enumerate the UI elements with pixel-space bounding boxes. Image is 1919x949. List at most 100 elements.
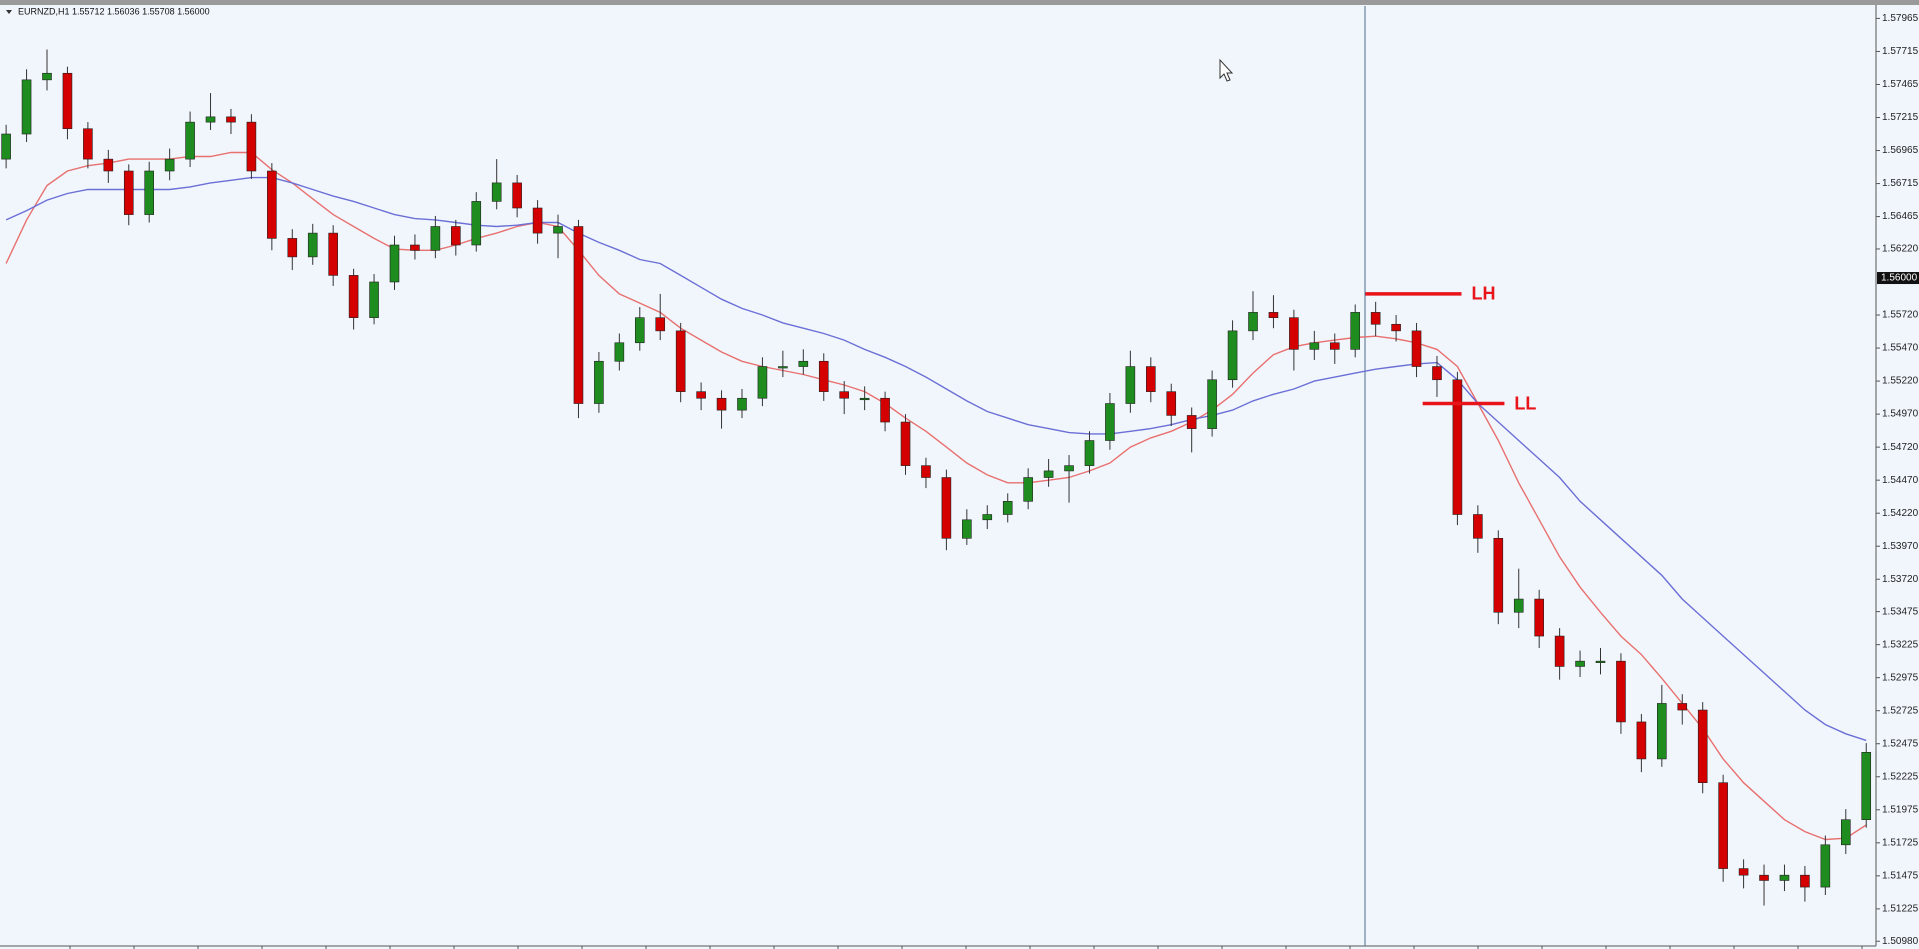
candle-body <box>1084 440 1095 466</box>
candle-body <box>164 158 175 172</box>
candle-body <box>573 226 584 404</box>
candle-body <box>1329 342 1340 350</box>
candle-body <box>103 158 114 172</box>
candle-body <box>778 366 788 369</box>
y-tick-label: 1.55220 <box>1882 376 1919 387</box>
candle-body <box>737 397 747 411</box>
candle-body <box>430 226 441 251</box>
candle-body <box>921 465 931 478</box>
candle-body <box>1248 312 1258 332</box>
y-tick-label: 1.52725 <box>1882 705 1919 716</box>
candle-body <box>267 170 277 239</box>
candle-body <box>1350 312 1361 350</box>
y-tick-label: 1.53475 <box>1882 606 1919 617</box>
candle-body <box>1391 323 1401 332</box>
candle-body <box>226 116 236 123</box>
candle-body <box>1309 342 1320 350</box>
candle-body <box>1759 874 1769 881</box>
candle-body <box>1105 403 1115 441</box>
candle-body <box>246 121 257 172</box>
candle-body <box>532 207 543 234</box>
candle-body <box>1800 874 1810 888</box>
candle-body <box>328 232 338 276</box>
y-tick-label: 1.56965 <box>1882 145 1919 156</box>
y-tick-label: 1.54970 <box>1882 409 1919 420</box>
candle-body <box>287 238 298 258</box>
candle-body <box>62 72 73 130</box>
candle-body <box>982 514 993 521</box>
y-tick-label: 1.52975 <box>1882 672 1919 683</box>
y-tick-label: 1.53970 <box>1882 541 1919 552</box>
candle-body <box>1432 366 1442 381</box>
moving-average-line <box>5 151 1867 841</box>
candle-body <box>348 275 359 318</box>
y-tick-label: 1.54720 <box>1882 442 1919 453</box>
y-tick-label: 1.53225 <box>1882 639 1919 650</box>
candle-body <box>1166 391 1177 416</box>
top-bar <box>0 0 1919 5</box>
y-tick-label: 1.56465 <box>1882 211 1919 222</box>
candle-body <box>491 182 502 202</box>
candle-body <box>614 342 625 362</box>
plot-area: 1.57965 1.57715 1.57465 1.57215 1.56965 1.567… <box>1 13 1919 949</box>
candle-body <box>1289 317 1299 350</box>
candle-body <box>1146 366 1156 392</box>
candle-body <box>798 360 809 367</box>
candle-body <box>1125 366 1136 404</box>
moving-average-line <box>5 176 1867 742</box>
candle-body <box>389 244 400 283</box>
candle-body <box>123 170 134 215</box>
candle-body <box>757 366 768 399</box>
candle-body <box>1002 501 1013 515</box>
y-tick-label: 1.54470 <box>1882 475 1919 486</box>
menu-triangle <box>6 10 12 14</box>
candle-body <box>675 330 686 392</box>
candle-body <box>696 391 706 399</box>
candle-body <box>1473 514 1483 539</box>
candle-body <box>42 72 52 81</box>
candle-body <box>1227 330 1238 381</box>
candle-body <box>1064 465 1074 472</box>
candle-body <box>83 128 93 160</box>
y-tick-label: 1.51225 <box>1882 904 1919 915</box>
y-tick-label: 1.54220 <box>1882 508 1919 519</box>
candle-body <box>1554 635 1565 667</box>
candle-body <box>1534 598 1544 637</box>
candle-body <box>1738 868 1749 876</box>
candle-body <box>594 360 604 404</box>
y-tick-label: 1.51475 <box>1882 870 1919 881</box>
candle-body <box>900 421 911 466</box>
candle-body <box>1452 379 1463 515</box>
y-tick-label: 1.52225 <box>1882 771 1919 782</box>
candle-body <box>1595 660 1606 663</box>
candle-body <box>1840 819 1851 846</box>
candle-body <box>1370 312 1381 325</box>
candle-body <box>1718 782 1728 869</box>
y-tick-label: 1.55720 <box>1882 310 1919 321</box>
candle-body <box>1697 709 1708 784</box>
candle-body <box>205 116 216 123</box>
y-tick-label: 1.51975 <box>1882 804 1919 815</box>
candle-body <box>1513 598 1524 613</box>
candle-body <box>410 244 420 251</box>
candle-body <box>1657 703 1667 760</box>
candle-body <box>1268 312 1279 318</box>
candle-body <box>1043 470 1054 478</box>
candle-body <box>634 317 645 344</box>
y-tick-label: 1.50980 <box>1882 936 1919 947</box>
candle-body <box>1186 415 1197 429</box>
candle-body <box>553 226 563 234</box>
candle-body <box>1411 330 1422 367</box>
y-tick-label: 1.57965 <box>1882 13 1919 24</box>
candle-body <box>1636 721 1647 760</box>
candle-body <box>962 519 972 539</box>
candle-body <box>1575 660 1585 667</box>
candle-body <box>451 226 461 246</box>
y-tick-label: 1.56220 <box>1882 244 1919 255</box>
candle-body <box>716 397 727 411</box>
y-tick-label: 1.55470 <box>1882 343 1919 354</box>
current-price-label: 1.56000 <box>1881 273 1918 284</box>
candle-body <box>471 201 482 246</box>
candle-body <box>655 317 666 332</box>
